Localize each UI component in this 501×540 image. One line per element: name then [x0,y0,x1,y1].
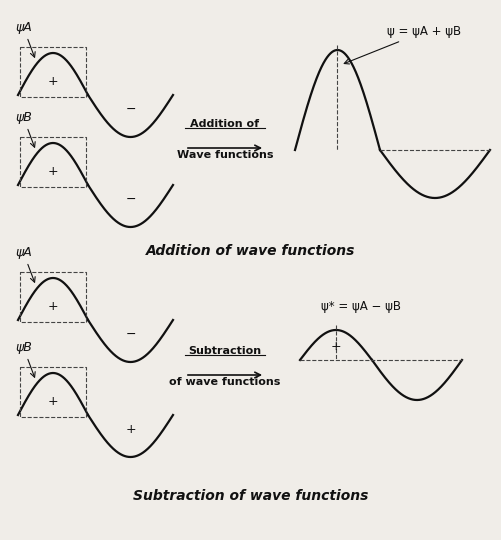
Text: −: − [125,328,135,341]
Text: +: + [125,423,136,436]
Text: −: − [125,193,135,206]
Text: ψ* = ψA − ψB: ψ* = ψA − ψB [320,300,400,313]
Text: +: + [48,395,58,408]
Text: Addition of wave functions: Addition of wave functions [146,244,355,258]
Text: Addition of: Addition of [190,119,259,129]
Text: ψB: ψB [15,111,35,147]
Text: Wave functions: Wave functions [176,150,273,160]
Text: −: − [125,103,135,116]
Text: of wave functions: of wave functions [169,377,280,387]
Text: ψA: ψA [15,246,35,282]
Text: +: + [48,165,58,178]
Text: ψA: ψA [15,21,35,57]
Text: +: + [48,300,58,313]
Text: +: + [48,75,58,88]
Text: ψB: ψB [15,341,35,377]
Text: +: + [330,340,341,353]
Text: Subtraction: Subtraction [188,346,261,356]
Text: ψ = ψA + ψB: ψ = ψA + ψB [344,25,461,64]
Text: Subtraction of wave functions: Subtraction of wave functions [133,489,368,503]
